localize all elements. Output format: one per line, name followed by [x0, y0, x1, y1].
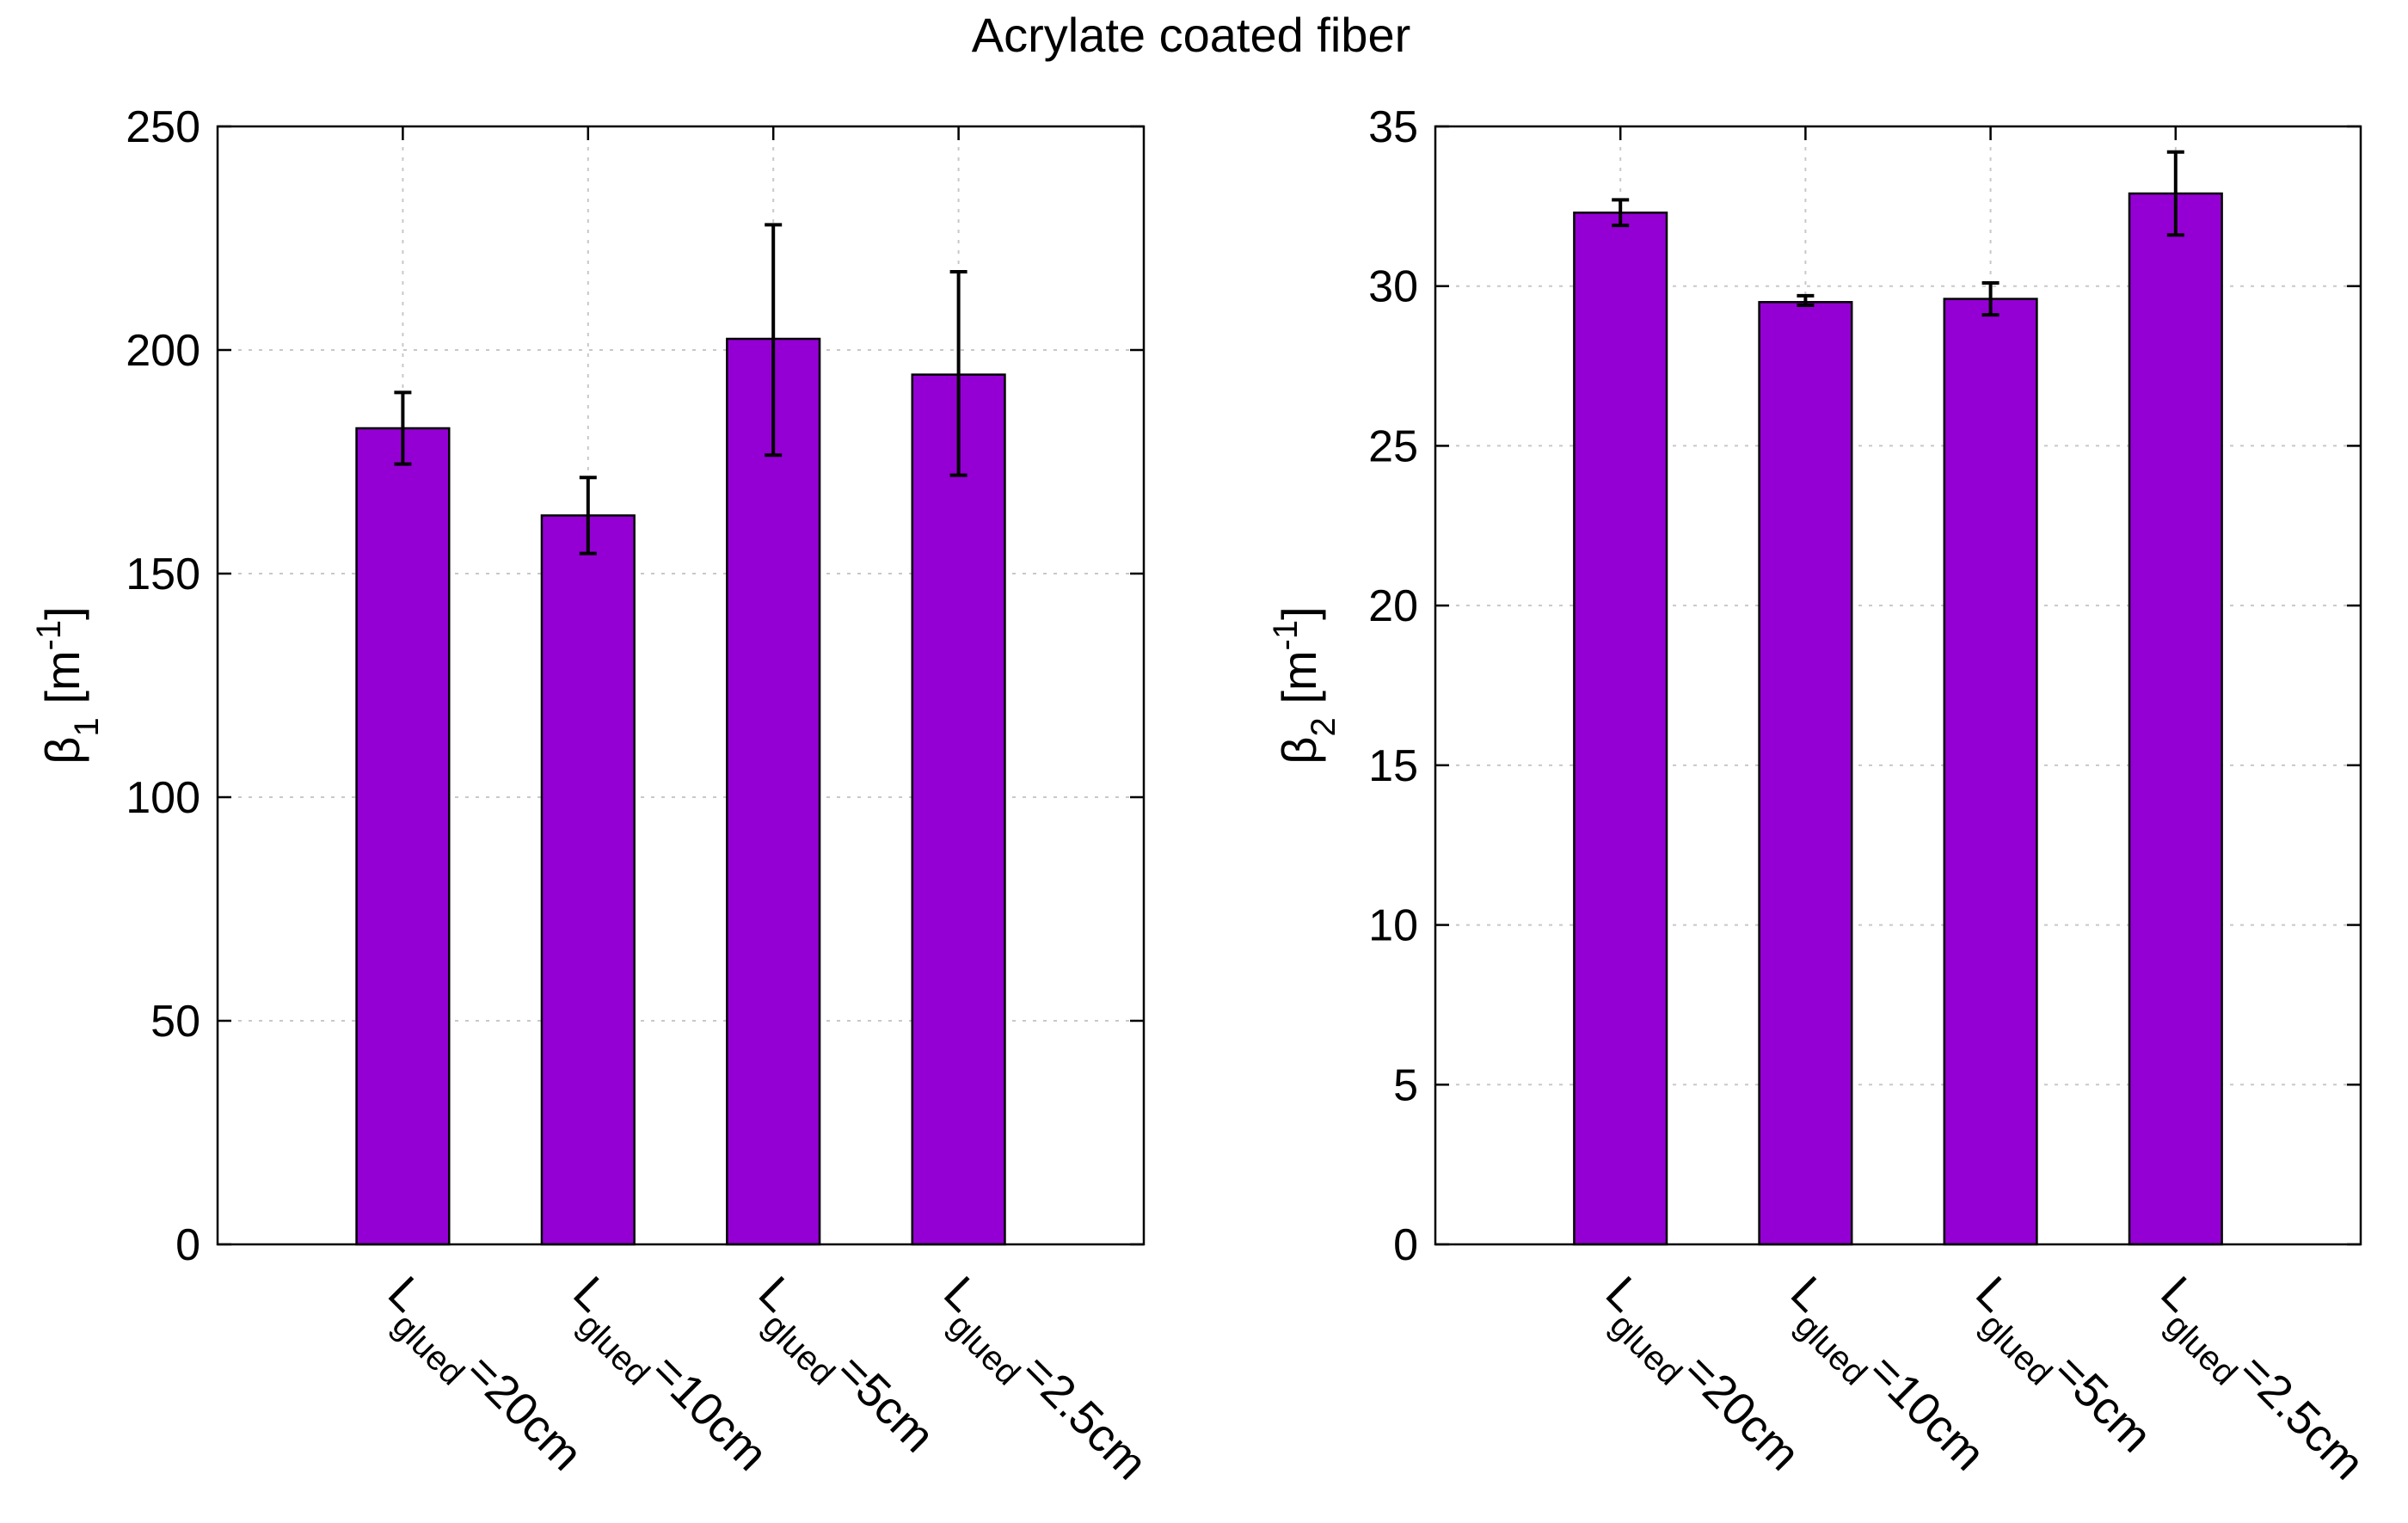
y-tick-label: 15: [1368, 741, 1418, 791]
cat-tail: =20cm: [456, 1345, 592, 1481]
bar-1: [355, 427, 451, 1246]
y-tick-label: 0: [175, 1220, 200, 1270]
y-tick-label: 0: [1393, 1220, 1418, 1270]
ylabel-symbol: β: [1272, 736, 1326, 764]
ylabel-close: ]: [1272, 606, 1326, 620]
y-axis-label: β1 [m-1]: [30, 606, 106, 764]
plot-frame: [216, 125, 1146, 1246]
ylabel-sub: 1: [68, 717, 106, 736]
ylabel-unit: [m: [1272, 650, 1326, 717]
cat-tail: =5cm: [2044, 1345, 2162, 1463]
y-tick-label: 30: [1368, 262, 1418, 312]
x-category-label: Lglued=2.5cm: [923, 1267, 1158, 1502]
y-axis-label: β2 [m-1]: [1267, 606, 1342, 764]
bar-3: [726, 337, 821, 1246]
y-tick-label: 50: [150, 997, 200, 1047]
y-tick-label: 200: [126, 326, 200, 376]
cat-tail: =2.5cm: [2229, 1345, 2374, 1490]
ylabel-sup: -1: [30, 620, 68, 651]
y-tick-label: 100: [126, 773, 200, 823]
figure-title: Acrylate coated fiber: [972, 8, 1410, 62]
x-category-label: Lglued=10cm: [552, 1267, 777, 1492]
plot-frame: [1434, 125, 2362, 1246]
bar-2: [540, 514, 636, 1246]
x-category-label: Lglued=20cm: [366, 1267, 592, 1492]
ylabel-sub: 2: [1305, 717, 1342, 736]
x-category-label: Lglued=2.5cm: [2140, 1267, 2374, 1502]
y-tick-label: 20: [1368, 581, 1418, 631]
cat-tail: =2.5cm: [1012, 1345, 1158, 1490]
ylabel-symbol: β: [35, 736, 89, 764]
x-category-label: Lglued=20cm: [1584, 1267, 1809, 1492]
y-tick-label: 10: [1368, 901, 1418, 951]
bar-3: [1943, 298, 2038, 1246]
bar-4: [911, 373, 1006, 1246]
cat-tail: =10cm: [1858, 1345, 1994, 1481]
ylabel-sup: -1: [1267, 620, 1305, 651]
cat-tail: =5cm: [826, 1345, 944, 1463]
cat-tail: =10cm: [642, 1345, 777, 1481]
y-tick-label: 25: [1368, 421, 1418, 471]
bar-1: [1573, 212, 1668, 1246]
ylabel-close: ]: [35, 606, 89, 620]
bar-4: [2128, 192, 2223, 1246]
bar-2: [1758, 301, 1853, 1246]
cat-tail: =20cm: [1674, 1345, 1809, 1481]
x-category-label: Lglued=10cm: [1769, 1267, 1994, 1492]
y-tick-label: 35: [1368, 102, 1418, 152]
y-tick-label: 150: [126, 550, 200, 599]
y-tick-label: 250: [126, 102, 200, 152]
y-tick-label: 5: [1393, 1060, 1418, 1110]
ylabel-unit: [m: [35, 650, 89, 717]
